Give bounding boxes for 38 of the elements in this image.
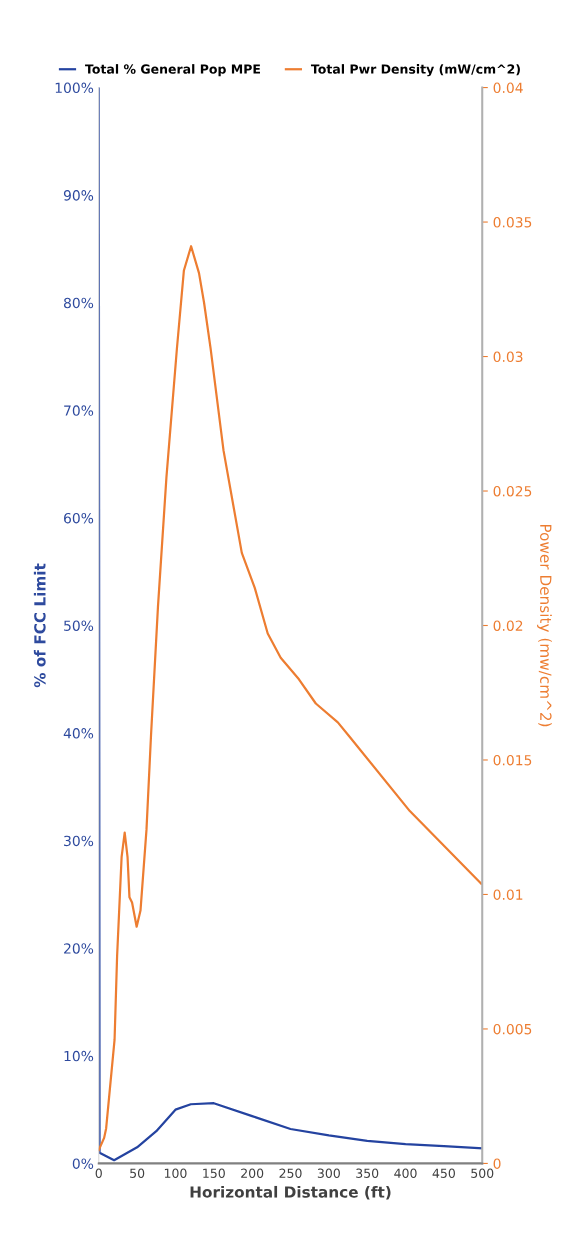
y2-tick-label: 0.02 xyxy=(493,620,523,631)
y2-tick-label: 0.035 xyxy=(493,217,532,228)
y2-tick-label: 0.015 xyxy=(493,754,532,766)
y2-axis-title: Power Density (mw/cm^2) xyxy=(537,524,552,727)
x-tick-label: 50 xyxy=(130,1168,145,1178)
y-tick-label: 10% xyxy=(64,1050,94,1062)
y-axis-title: % of FCC Limit xyxy=(33,563,46,688)
y-tick-label: 80% xyxy=(63,297,94,309)
x-axis-title: Horizontal Distance (ft) xyxy=(190,1185,391,1200)
legend-label: Total Pwr Density (mW/cm^2) xyxy=(310,64,520,77)
y-tick-label: 30% xyxy=(64,835,94,847)
x-tick-label: 500 xyxy=(471,1168,494,1178)
y2-tick-label: 0.005 xyxy=(493,1023,532,1035)
legend-label: Total % General Pop MPE xyxy=(85,64,260,77)
x-tick-label: 300 xyxy=(317,1168,340,1178)
x-tick-label: 100 xyxy=(164,1168,187,1178)
y2-tick-label: 0 xyxy=(493,1158,501,1169)
y-tick-label: 0% xyxy=(72,1158,94,1169)
x-tick-label: 150 xyxy=(203,1168,225,1178)
y-tick-label: 70% xyxy=(64,405,94,416)
y-tick-label: 100% xyxy=(55,82,94,94)
line-series xyxy=(98,245,483,1152)
y-tick-label: 20% xyxy=(64,943,94,954)
y-tick-label: 40% xyxy=(63,728,94,739)
x-tick-label: 450 xyxy=(432,1168,455,1178)
y-tick-label: 90% xyxy=(63,190,94,201)
y2-tick-label: 0.03 xyxy=(493,351,523,363)
line-series xyxy=(98,87,483,1162)
x-tick-label: 200 xyxy=(241,1168,264,1178)
y2-tick-label: 0.01 xyxy=(493,889,523,900)
y-tick-label: 50% xyxy=(64,620,94,631)
y2-tick-label: 0.025 xyxy=(493,485,532,497)
x-tick-label: 250 xyxy=(279,1168,302,1178)
y-tick-label: 60% xyxy=(64,512,94,524)
x-tick-label: 0 xyxy=(95,1168,102,1178)
y2-tick-label: 0.04 xyxy=(493,82,523,94)
x-tick-label: 400 xyxy=(394,1168,417,1178)
x-tick-label: 350 xyxy=(356,1168,379,1178)
